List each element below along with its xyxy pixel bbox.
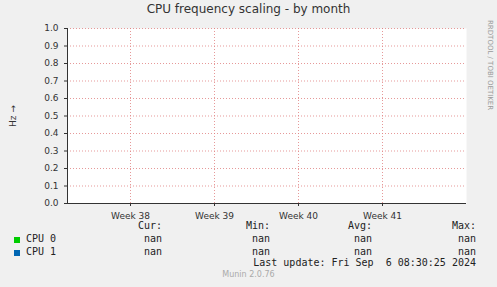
svg-text:0.6: 0.6 bbox=[44, 93, 59, 103]
html-text:nan: nan bbox=[353, 233, 372, 244]
html-text:Avg:: Avg: bbox=[347, 220, 372, 231]
html-text:CPU frequency scaling - by mon: CPU frequency scaling - by month bbox=[146, 2, 351, 16]
html-text:nan: nan bbox=[143, 233, 162, 244]
svg-text:1.0: 1.0 bbox=[44, 23, 59, 33]
html-text:nan: nan bbox=[457, 246, 476, 257]
html-text:RRDTOOL / TOBI OETIKER: RRDTOOL / TOBI OETIKER bbox=[486, 20, 494, 111]
svg-text:0.0: 0.0 bbox=[44, 198, 59, 208]
svg-text:0.9: 0.9 bbox=[44, 41, 59, 51]
html-text:nan: nan bbox=[457, 233, 476, 244]
svg-text:Hz →: Hz → bbox=[8, 105, 18, 127]
html-text:Min:: Min: bbox=[245, 220, 270, 231]
svg-text:0.8: 0.8 bbox=[44, 58, 59, 68]
svg-text:0.1: 0.1 bbox=[44, 181, 58, 191]
html-text:Cur:: Cur: bbox=[137, 220, 162, 231]
svg-text:0.3: 0.3 bbox=[44, 146, 58, 156]
html-text:nan: nan bbox=[353, 246, 372, 257]
svg-text:0.7: 0.7 bbox=[44, 76, 58, 86]
html-text:nan: nan bbox=[251, 233, 270, 244]
svg-text:Week 41: Week 41 bbox=[363, 211, 402, 220]
html-text:CPU 1: CPU 1 bbox=[26, 246, 57, 257]
html-text:nan: nan bbox=[251, 246, 270, 257]
html-text:CPU 0: CPU 0 bbox=[26, 233, 57, 244]
html-text:Max:: Max: bbox=[451, 220, 476, 231]
svg-text:0.4: 0.4 bbox=[44, 128, 59, 138]
html-text:Munin 2.0.76: Munin 2.0.76 bbox=[222, 270, 275, 279]
html-text:Last update: Fri Sep 6 08:30:2: Last update: Fri Sep 6 08:30:25 2024 bbox=[253, 257, 476, 268]
svg-text:Week 40: Week 40 bbox=[279, 211, 318, 220]
svg-text:0.2: 0.2 bbox=[44, 163, 58, 173]
svg-text:0.5: 0.5 bbox=[44, 111, 58, 121]
svg-text:Week 38: Week 38 bbox=[111, 211, 150, 220]
html-text:nan: nan bbox=[143, 246, 162, 257]
svg-text:Week 39: Week 39 bbox=[195, 211, 234, 220]
